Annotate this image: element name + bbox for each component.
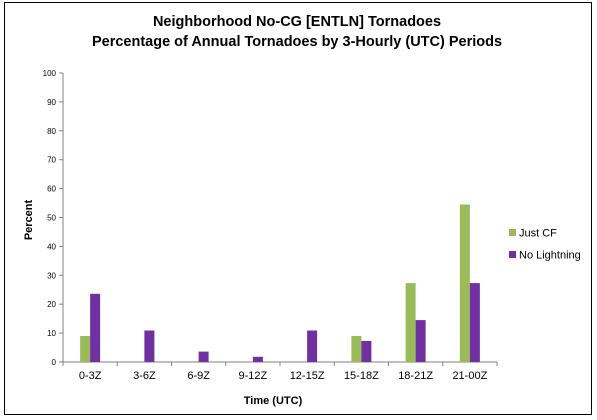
- x-tick-label: 0-3Z: [79, 370, 102, 382]
- legend: Just CF No Lightning: [509, 228, 581, 262]
- bar-no-lightning: [415, 320, 426, 362]
- legend-swatch: [509, 229, 516, 236]
- y-tick-label: 100: [43, 69, 57, 78]
- y-tick-label: 80: [47, 127, 56, 136]
- y-tick-label: 50: [47, 214, 56, 223]
- bar-just-cf: [459, 204, 470, 362]
- y-tick-label: 10: [47, 329, 56, 338]
- bar-just-cf: [351, 335, 362, 362]
- bar-no-lightning: [361, 340, 372, 362]
- y-tick-label: 30: [47, 271, 56, 280]
- x-tick-label: 15-18Z: [344, 370, 379, 382]
- chart-frame: Neighborhood No-CG [ENTLN] Tornadoes Per…: [4, 2, 592, 415]
- legend-label: No Lightning: [519, 250, 581, 262]
- y-tick-label: 70: [47, 156, 56, 165]
- y-tick-label: 20: [47, 300, 56, 309]
- x-tick-label: 18-21Z: [398, 370, 433, 382]
- bar-just-cf: [405, 283, 416, 362]
- y-tick-label: 90: [47, 98, 56, 107]
- legend-swatch: [509, 251, 516, 258]
- bar-no-lightning: [144, 330, 155, 362]
- bar-no-lightning: [90, 293, 101, 362]
- bar-no-lightning: [307, 330, 318, 362]
- bars: [80, 204, 480, 362]
- y-tick-label: 60: [47, 185, 56, 194]
- y-tick-label: 0: [52, 358, 57, 367]
- x-tick-label: 12-15Z: [290, 370, 325, 382]
- bar-no-lightning: [252, 356, 263, 362]
- x-tick-label: 21-00Z: [452, 370, 487, 382]
- axes: 0 10 20 30 40 50 60 70 80 90 100 0-3Z 3-6Z 6-9Z 9-12Z 1…: [43, 69, 498, 382]
- bar-no-lightning: [198, 351, 209, 362]
- x-tick-label: 6-9Z: [187, 370, 210, 382]
- bar-chart: Neighborhood No-CG [ENTLN] Tornadoes Per…: [23, 14, 581, 407]
- chart-subtitle: Percentage of Annual Tornadoes by 3-Hour…: [92, 34, 502, 50]
- x-axis-title: Time (UTC): [244, 395, 303, 407]
- legend-label: Just CF: [519, 228, 557, 240]
- bar-no-lightning: [469, 283, 480, 362]
- bar-just-cf: [80, 335, 91, 362]
- y-axis-title: Percent: [23, 199, 35, 240]
- chart-title: Neighborhood No-CG [ENTLN] Tornadoes: [153, 14, 441, 30]
- x-tick-label: 9-12Z: [239, 370, 268, 382]
- y-tick-label: 40: [47, 242, 56, 251]
- x-tick-label: 3-6Z: [133, 370, 156, 382]
